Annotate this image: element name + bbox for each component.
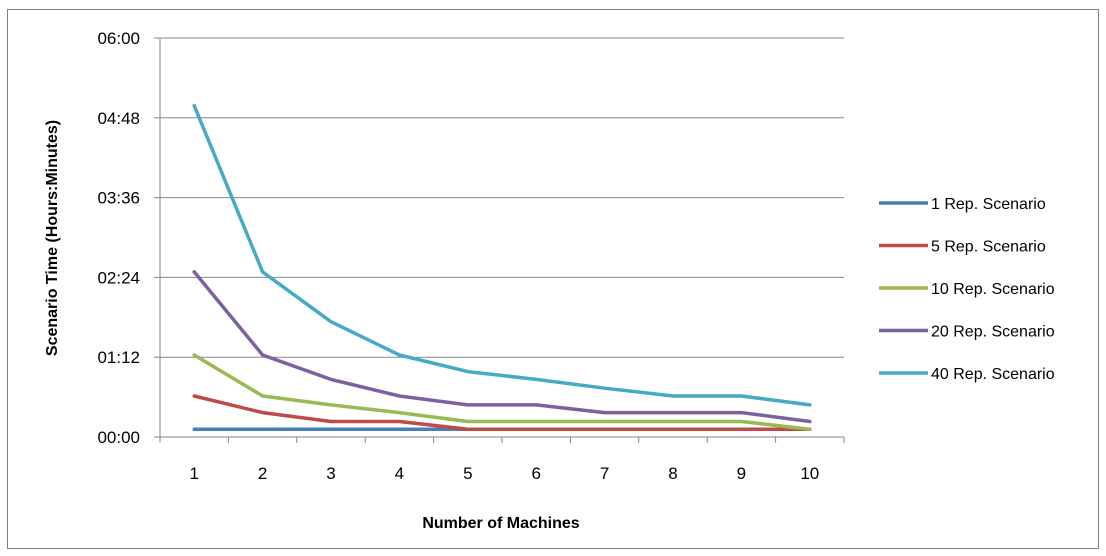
- y-axis-title: Scenario Time (Hours:Minutes): [44, 120, 61, 356]
- y-tick-label: 02:24: [97, 268, 140, 287]
- x-tick-labels: 1 2 3 4 5 6 7 8 9 10: [189, 464, 819, 483]
- chart-frame: [7, 9, 1099, 549]
- x-tick-label: 2: [258, 464, 267, 483]
- y-tick-labels: 00:00 01:12 02:24 03:36 04:48 06:00: [97, 29, 140, 447]
- axes: [159, 38, 845, 443]
- legend-label: 10 Rep. Scenario: [931, 281, 1055, 298]
- x-tick-label: 3: [326, 464, 335, 483]
- y-tick-label: 00:00: [97, 428, 140, 447]
- legend-label: 40 Rep. Scenario: [931, 366, 1055, 383]
- legend-label: 1 Rep. Scenario: [931, 196, 1046, 213]
- series-line-10-rep: [192, 353, 812, 431]
- x-tick-label: 10: [800, 464, 819, 483]
- series-line-40-rep: [192, 103, 812, 407]
- y-tick-label: 03:36: [97, 189, 140, 208]
- series-line-5-rep: [192, 394, 812, 431]
- y-tick-label: 06:00: [97, 29, 140, 48]
- series-line-20-rep: [192, 270, 812, 424]
- x-tick-label: 4: [395, 464, 404, 483]
- legend-label: 20 Rep. Scenario: [931, 324, 1055, 341]
- x-tick-label: 5: [463, 464, 472, 483]
- x-tick-label: 6: [531, 464, 540, 483]
- x-tick-label: 9: [737, 464, 746, 483]
- legend-label: 5 Rep. Scenario: [931, 239, 1046, 256]
- x-tick-label: 8: [668, 464, 677, 483]
- x-tick-label: 7: [600, 464, 609, 483]
- y-tick-label: 04:48: [97, 109, 140, 128]
- gridlines: [154, 37, 844, 438]
- y-tick-label: 01:12: [97, 348, 140, 367]
- legend: 1 Rep. Scenario 5 Rep. Scenario 10 Rep. Sc…: [879, 196, 1055, 383]
- series-lines: [192, 103, 812, 431]
- x-axis-title: Number of Machines: [422, 515, 579, 532]
- x-tick-label: 1: [189, 464, 198, 483]
